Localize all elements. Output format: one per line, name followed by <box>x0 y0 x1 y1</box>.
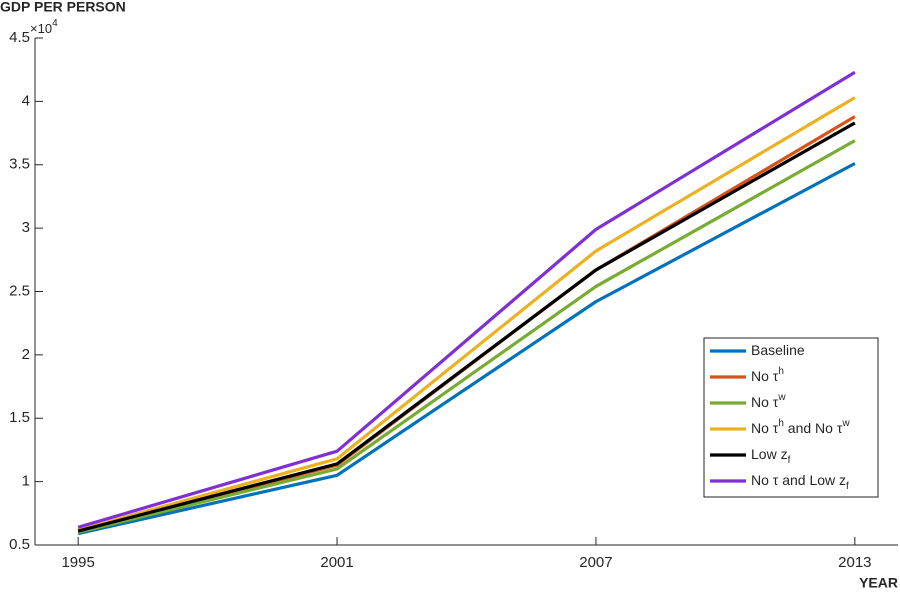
series-line <box>77 121 856 533</box>
y-tick-label: 3.5 <box>9 156 30 173</box>
x-tick-label: 2007 <box>579 554 612 571</box>
multiplier-base: ×10 <box>30 21 52 36</box>
y-tick-label: 4 <box>22 92 30 109</box>
legend-superscript: w <box>841 418 850 429</box>
legend-text: No τ and Low z <box>751 472 846 488</box>
series-line <box>77 70 856 529</box>
y-tick-label: 1 <box>22 473 30 490</box>
legend-text: No τ <box>751 394 779 410</box>
legend-label: No τ and Low zf​ <box>751 472 849 492</box>
series-line <box>77 162 856 536</box>
y-axis-label: GDP PER PERSON <box>0 0 126 15</box>
legend-superscript: h <box>778 366 784 377</box>
x-tick-label: 2001 <box>320 554 353 571</box>
series-line <box>77 96 856 532</box>
x-axis-label: YEAR <box>859 575 898 591</box>
legend-label: No τh​ <box>751 366 784 384</box>
y-tick-label: 2.5 <box>9 282 30 299</box>
y-tick-label: 0.5 <box>9 536 30 553</box>
legend-label: No τh​ and No τw​ <box>751 418 850 436</box>
legend-label: Baseline <box>751 342 805 358</box>
legend-superscript: h <box>778 418 784 429</box>
y-tick-label: 3 <box>22 219 30 236</box>
legend-label: Low zf​ <box>751 446 791 466</box>
legend-box <box>703 337 879 498</box>
legend-subscript: f <box>846 481 849 492</box>
y-tick-label: 4.5 <box>9 29 30 46</box>
series-line <box>77 139 856 534</box>
multiplier-exponent: 4 <box>52 18 58 29</box>
legend-text: No τ <box>751 420 779 436</box>
legend-label: No τw​ <box>751 392 786 410</box>
legend-superscript: w <box>777 392 786 403</box>
y-tick-label: 2 <box>22 346 30 363</box>
legend-text: and No τ <box>784 420 843 436</box>
legend-text: Baseline <box>751 342 805 358</box>
legend-subscript: f <box>788 455 791 466</box>
legend-text: No τ <box>751 368 779 384</box>
x-tick-label: 2013 <box>838 554 871 571</box>
y-multiplier: ×104 <box>30 18 58 37</box>
y-tick-label: 1.5 <box>9 409 30 426</box>
x-tick-label: 1995 <box>61 554 94 571</box>
legend-text: Low z <box>751 446 788 462</box>
